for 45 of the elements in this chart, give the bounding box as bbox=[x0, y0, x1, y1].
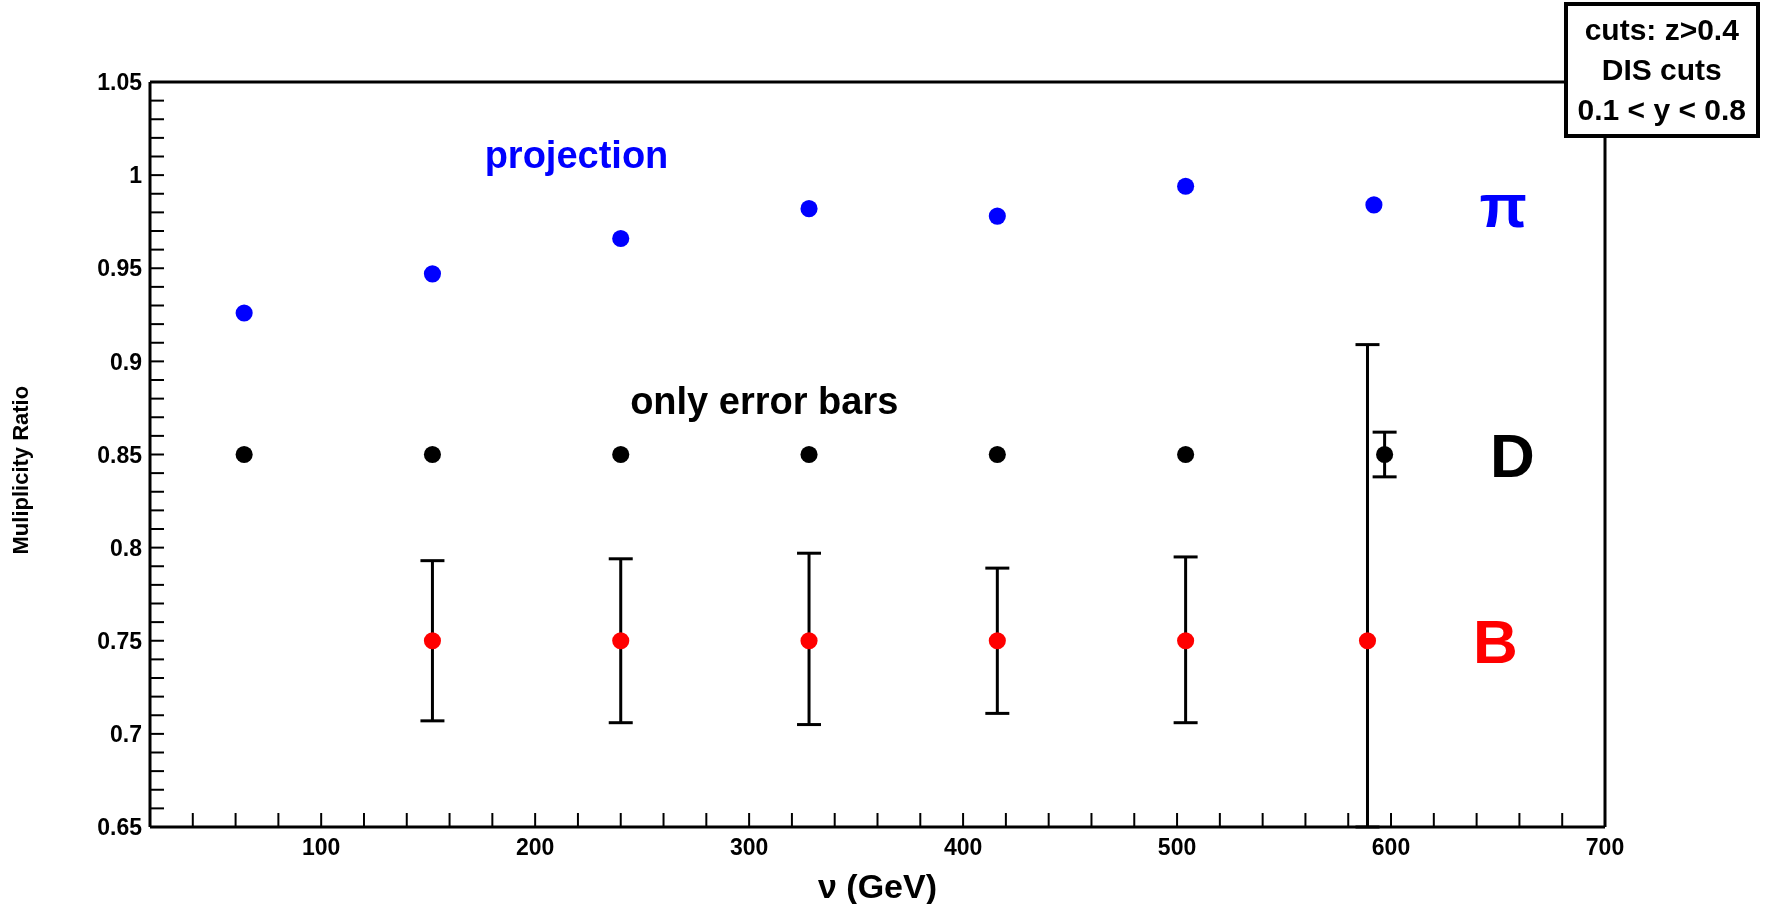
y-tick-label: 1 bbox=[129, 162, 143, 189]
point bbox=[423, 632, 441, 650]
point bbox=[1177, 177, 1195, 195]
point bbox=[800, 200, 818, 218]
y-tick-label: 0.7 bbox=[110, 721, 142, 748]
y-tick-label: 0.8 bbox=[110, 534, 143, 561]
point bbox=[988, 207, 1006, 225]
point bbox=[235, 445, 253, 464]
y-tick-label: 0.65 bbox=[97, 814, 143, 841]
point bbox=[235, 304, 253, 322]
x-tick-label: 300 bbox=[729, 834, 769, 861]
x-tick-label: 200 bbox=[515, 834, 555, 861]
point bbox=[1177, 632, 1195, 650]
point bbox=[1376, 445, 1394, 464]
y-axis-title: Muliplicity Ratio bbox=[7, 385, 33, 555]
x-tick-label: 600 bbox=[1371, 834, 1411, 861]
y-tick-label: 0.9 bbox=[110, 348, 142, 375]
point bbox=[612, 632, 630, 650]
point bbox=[800, 445, 818, 464]
x-tick-label: 400 bbox=[943, 834, 983, 861]
point bbox=[1365, 196, 1383, 214]
x-tick-label: 100 bbox=[301, 834, 341, 861]
point bbox=[988, 445, 1006, 464]
point bbox=[1177, 445, 1195, 464]
x-tick-label: 700 bbox=[1585, 834, 1625, 861]
y-tick-label: 1.05 bbox=[97, 69, 143, 96]
series-label: D bbox=[1490, 420, 1535, 490]
annotation: projection bbox=[484, 134, 669, 178]
y-tick-label: 0.95 bbox=[97, 255, 143, 282]
point bbox=[423, 445, 441, 464]
point bbox=[612, 445, 630, 464]
y-tick-label: 0.85 bbox=[97, 441, 143, 468]
annotation: DIS cuts bbox=[1600, 52, 1723, 88]
annotation: 0.1 < y < 0.8 bbox=[1577, 92, 1746, 128]
point bbox=[800, 632, 818, 650]
point bbox=[612, 229, 630, 247]
series-label: π bbox=[1479, 170, 1527, 240]
point bbox=[988, 632, 1006, 650]
series-label: B bbox=[1472, 606, 1518, 676]
point bbox=[423, 265, 441, 283]
point bbox=[1358, 632, 1377, 650]
text: cuts: z>0.4 bbox=[1583, 12, 1740, 48]
y-tick-label: 0.75 bbox=[97, 627, 143, 654]
x-tick-label: 500 bbox=[1157, 834, 1197, 861]
annotation: only error bars bbox=[630, 380, 899, 423]
